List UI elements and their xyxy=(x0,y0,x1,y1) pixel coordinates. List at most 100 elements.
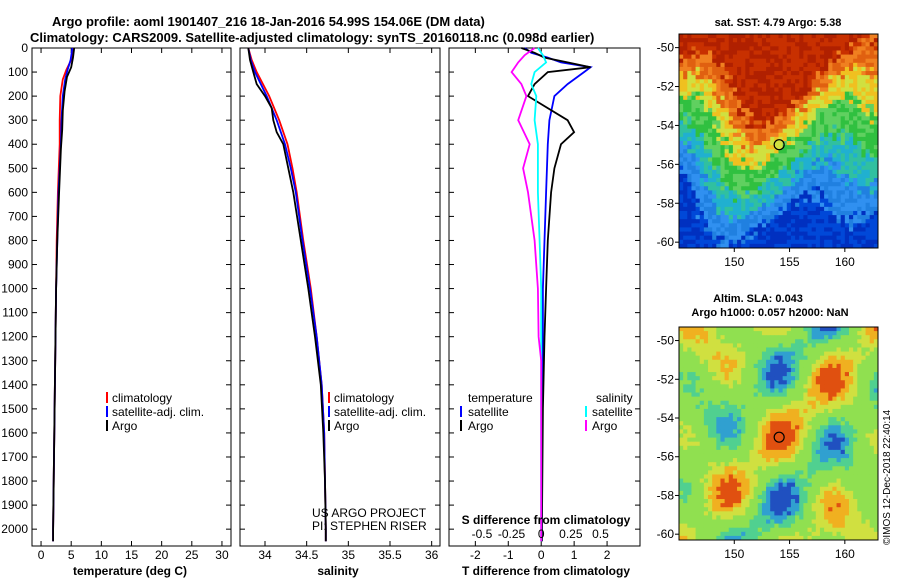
map-cell xyxy=(811,499,817,504)
map-cell xyxy=(712,103,717,109)
map-cell xyxy=(840,421,846,426)
map-cell xyxy=(848,372,854,377)
map-cell xyxy=(699,38,705,43)
map-cell xyxy=(687,331,692,336)
map-cell xyxy=(811,437,817,443)
map-cell xyxy=(720,38,726,43)
map-cell xyxy=(766,120,771,125)
map-cell xyxy=(790,433,796,438)
map-cell xyxy=(683,215,688,220)
map-cell xyxy=(861,58,866,64)
map-cell xyxy=(869,343,875,348)
map-cell xyxy=(782,132,788,138)
map-cell xyxy=(803,429,808,434)
map-cell xyxy=(691,243,696,249)
map-cell xyxy=(770,186,775,191)
map-cell xyxy=(766,511,771,516)
map-cell xyxy=(737,499,742,504)
map-cell xyxy=(782,103,788,109)
map-cell xyxy=(699,499,705,504)
map-cell xyxy=(745,359,750,365)
map-cell xyxy=(782,46,788,51)
map-cell xyxy=(873,335,879,340)
map-cell xyxy=(720,396,726,402)
map-cell xyxy=(703,99,709,105)
map-cell xyxy=(811,227,817,232)
map-cell xyxy=(778,449,784,455)
map-cell xyxy=(724,169,730,175)
map-cell xyxy=(861,165,866,171)
map-cell xyxy=(724,83,730,88)
map-cell xyxy=(728,413,734,418)
map-cell xyxy=(728,499,734,504)
map-cell xyxy=(861,425,866,430)
map-cell xyxy=(840,339,846,344)
map-cell xyxy=(687,384,692,389)
map-cell xyxy=(790,165,796,171)
map-cell xyxy=(857,108,862,113)
map-cell xyxy=(840,108,846,113)
map-cell xyxy=(699,503,705,508)
map-cell xyxy=(824,243,829,249)
map-cell xyxy=(803,449,808,455)
map-cell xyxy=(803,478,808,484)
map-cell xyxy=(873,153,879,158)
map-cell xyxy=(865,91,871,97)
map-cell xyxy=(679,449,684,455)
map-cell xyxy=(832,149,837,154)
map-cell xyxy=(716,376,721,381)
map-cell xyxy=(766,190,771,195)
map-cell xyxy=(749,453,755,459)
map-cell xyxy=(790,206,796,212)
map-cell xyxy=(799,372,804,377)
map-cell xyxy=(795,128,800,134)
map-cell xyxy=(848,50,854,55)
map-cell xyxy=(687,128,692,134)
map-cell xyxy=(757,42,763,47)
map-cell xyxy=(853,490,858,496)
map-cell xyxy=(687,408,692,414)
map-cell xyxy=(728,157,734,162)
map-cell xyxy=(708,54,713,60)
map-cell xyxy=(695,87,701,93)
map-cell xyxy=(732,499,738,504)
map-cell xyxy=(815,103,821,109)
map-cell xyxy=(807,206,813,212)
map-cell xyxy=(679,173,684,179)
map-cell xyxy=(699,343,705,348)
map-cell xyxy=(716,38,721,43)
map-cell xyxy=(737,355,742,361)
map-cell xyxy=(824,445,829,451)
map-cell xyxy=(857,347,862,352)
map-cell xyxy=(836,470,842,475)
map-cell xyxy=(687,503,692,508)
map-cell xyxy=(716,367,721,373)
map-cell xyxy=(844,466,850,471)
map-cell xyxy=(840,511,846,516)
map-cell xyxy=(840,206,846,212)
map-cell xyxy=(766,66,771,72)
map-cell xyxy=(716,75,721,80)
map-cell xyxy=(832,351,837,357)
map-cell xyxy=(761,75,767,80)
map-cell xyxy=(724,372,730,377)
map-cell xyxy=(724,499,730,504)
map-cell xyxy=(761,482,767,488)
map-cell xyxy=(857,194,862,200)
map-cell xyxy=(699,112,705,117)
map-cell xyxy=(679,231,684,237)
map-cell xyxy=(811,34,817,39)
map-cell xyxy=(761,227,767,232)
map-cell xyxy=(832,95,837,101)
map-cell xyxy=(853,486,858,492)
x-tick-label: -2 xyxy=(470,548,481,562)
map-cell xyxy=(795,58,800,64)
map-cell xyxy=(799,54,804,60)
map-cell xyxy=(848,165,854,171)
map-cell xyxy=(770,413,775,418)
map-cell xyxy=(757,235,763,241)
map-cell xyxy=(811,433,817,438)
map-cell xyxy=(803,153,808,158)
map-cell xyxy=(753,42,759,47)
map-cell xyxy=(807,355,813,361)
